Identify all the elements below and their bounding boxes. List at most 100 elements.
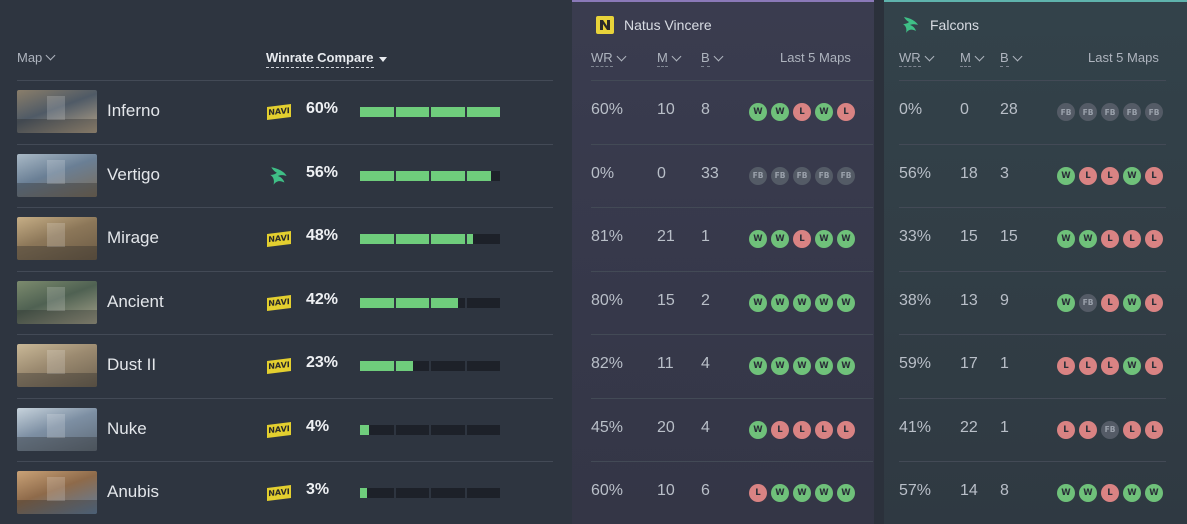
result-badge[interactable]: W: [1123, 484, 1141, 502]
result-badge[interactable]: FB: [1057, 103, 1075, 121]
result-badge[interactable]: W: [771, 103, 789, 121]
row-divider: [899, 461, 1166, 462]
result-badge[interactable]: W: [771, 484, 789, 502]
falcons-m-header[interactable]: M: [960, 50, 985, 67]
result-badge[interactable]: L: [1145, 357, 1163, 375]
winrate-diff: 42%: [306, 290, 339, 308]
result-badge[interactable]: W: [815, 230, 833, 248]
result-badge[interactable]: W: [1079, 484, 1097, 502]
navi-wr: 45%: [591, 418, 624, 436]
navi-matches: 10: [657, 101, 675, 118]
result-badge[interactable]: L: [1145, 230, 1163, 248]
result-badge[interactable]: FB: [1079, 293, 1097, 312]
table-row[interactable]: Nuke NAVI 4% 45% 20 4 W L L L L 41% 22 1 L L FB L L: [0, 398, 1187, 461]
result-badge[interactable]: W: [1145, 484, 1163, 502]
result-badge[interactable]: FB: [1145, 103, 1163, 121]
result-badge[interactable]: W: [837, 357, 855, 375]
result-badge[interactable]: L: [771, 420, 789, 439]
result-badge[interactable]: L: [815, 420, 833, 439]
result-badge[interactable]: W: [815, 357, 833, 375]
navi-bans: 4: [701, 355, 710, 372]
result-badge[interactable]: FB: [771, 166, 789, 185]
row-divider: [17, 334, 553, 335]
result-badge[interactable]: L: [793, 420, 811, 439]
result-badge[interactable]: L: [793, 103, 811, 121]
bar-segment: [360, 107, 394, 117]
result-badge[interactable]: L: [1101, 357, 1119, 375]
table-row[interactable]: Vertigo 56% 0% 0 33 FB FB FB FB FB 56% 18 3 W L L W L: [0, 144, 1187, 207]
result-badge[interactable]: W: [771, 293, 789, 312]
result-badge[interactable]: FB: [837, 166, 855, 185]
navi-wr-header[interactable]: WR: [591, 50, 627, 67]
result-badge[interactable]: W: [1123, 166, 1141, 185]
result-badge[interactable]: W: [793, 293, 811, 312]
result-badge[interactable]: W: [793, 357, 811, 375]
table-row[interactable]: Dust II NAVI 23% 82% 11 4 W W W W W 59% 17 1 L L L W L: [0, 334, 1187, 397]
result-badge[interactable]: W: [749, 357, 767, 375]
result-badge[interactable]: W: [1123, 357, 1141, 375]
result-badge[interactable]: W: [837, 293, 855, 312]
falcons-matches: 18: [960, 164, 978, 182]
result-badge[interactable]: W: [749, 103, 767, 121]
result-badge[interactable]: W: [771, 357, 789, 375]
result-badge[interactable]: W: [1057, 230, 1075, 248]
result-badge[interactable]: L: [837, 420, 855, 439]
result-badge[interactable]: L: [1123, 420, 1141, 439]
team-header-falcons[interactable]: Falcons: [900, 12, 979, 38]
row-divider: [591, 334, 873, 335]
result-badge[interactable]: W: [749, 293, 767, 312]
svg-text:NAVI: NAVI: [268, 297, 290, 308]
result-badge[interactable]: L: [1101, 166, 1119, 185]
table-row[interactable]: Mirage NAVI 48% 81% 21 1 W W L W W 33% 15 15 W W L L L: [0, 207, 1187, 270]
team-header-navi[interactable]: Natus Vincere: [594, 12, 712, 38]
table-row[interactable]: Anubis NAVI 3% 60% 10 6 L W W W W 57% 14 8 W W L W W: [0, 461, 1187, 524]
result-badge[interactable]: L: [1101, 484, 1119, 502]
result-badge[interactable]: W: [837, 484, 855, 502]
result-badge[interactable]: FB: [1101, 420, 1119, 439]
result-badge[interactable]: L: [1079, 357, 1097, 375]
result-badge[interactable]: L: [1145, 166, 1163, 185]
falcons-b-label: B: [1000, 50, 1009, 67]
result-badge[interactable]: L: [1079, 166, 1097, 185]
map-thumbnail: [17, 153, 97, 197]
result-badge[interactable]: FB: [815, 166, 833, 185]
map-sort-header[interactable]: Map: [17, 50, 56, 65]
result-badge[interactable]: W: [815, 293, 833, 312]
falcons-b-header[interactable]: B: [1000, 50, 1023, 67]
result-badge[interactable]: W: [749, 420, 767, 439]
falcons-wr-header[interactable]: WR: [899, 50, 935, 67]
result-badge[interactable]: L: [1057, 357, 1075, 375]
result-badge[interactable]: L: [793, 230, 811, 248]
result-badge[interactable]: L: [1145, 420, 1163, 439]
result-badge[interactable]: W: [771, 230, 789, 248]
result-badge[interactable]: FB: [793, 166, 811, 185]
result-badge[interactable]: FB: [1101, 103, 1119, 121]
result-badge[interactable]: W: [1057, 484, 1075, 502]
result-badge[interactable]: L: [1101, 230, 1119, 248]
navi-m-header[interactable]: M: [657, 50, 682, 67]
result-badge[interactable]: W: [837, 230, 855, 248]
result-badge[interactable]: L: [1057, 420, 1075, 439]
result-badge[interactable]: W: [793, 484, 811, 502]
result-badge[interactable]: W: [749, 230, 767, 248]
result-badge[interactable]: FB: [1123, 103, 1141, 121]
result-badge[interactable]: L: [1123, 230, 1141, 248]
result-badge[interactable]: L: [837, 103, 855, 121]
result-badge[interactable]: FB: [1079, 103, 1097, 121]
result-badge[interactable]: W: [815, 484, 833, 502]
winrate-compare-sort-header[interactable]: Winrate Compare: [266, 50, 387, 68]
table-row[interactable]: Ancient NAVI 42% 80% 15 2 W W W W W 38% 13 9 W FB L W L: [0, 271, 1187, 334]
result-badge[interactable]: L: [1101, 293, 1119, 312]
result-badge[interactable]: W: [815, 103, 833, 121]
result-badge[interactable]: W: [1057, 293, 1075, 312]
navi-b-header[interactable]: B: [701, 50, 724, 67]
result-badge[interactable]: L: [1145, 293, 1163, 312]
table-row[interactable]: Inferno NAVI 60% 60% 10 8 W W L W L 0% 0 28 FB FB FB FB FB: [0, 80, 1187, 143]
row-divider: [591, 80, 873, 81]
result-badge[interactable]: W: [1079, 230, 1097, 248]
result-badge[interactable]: W: [1057, 166, 1075, 185]
result-badge[interactable]: L: [1079, 420, 1097, 439]
result-badge[interactable]: L: [749, 484, 767, 502]
result-badge[interactable]: FB: [749, 166, 767, 185]
result-badge[interactable]: W: [1123, 293, 1141, 312]
